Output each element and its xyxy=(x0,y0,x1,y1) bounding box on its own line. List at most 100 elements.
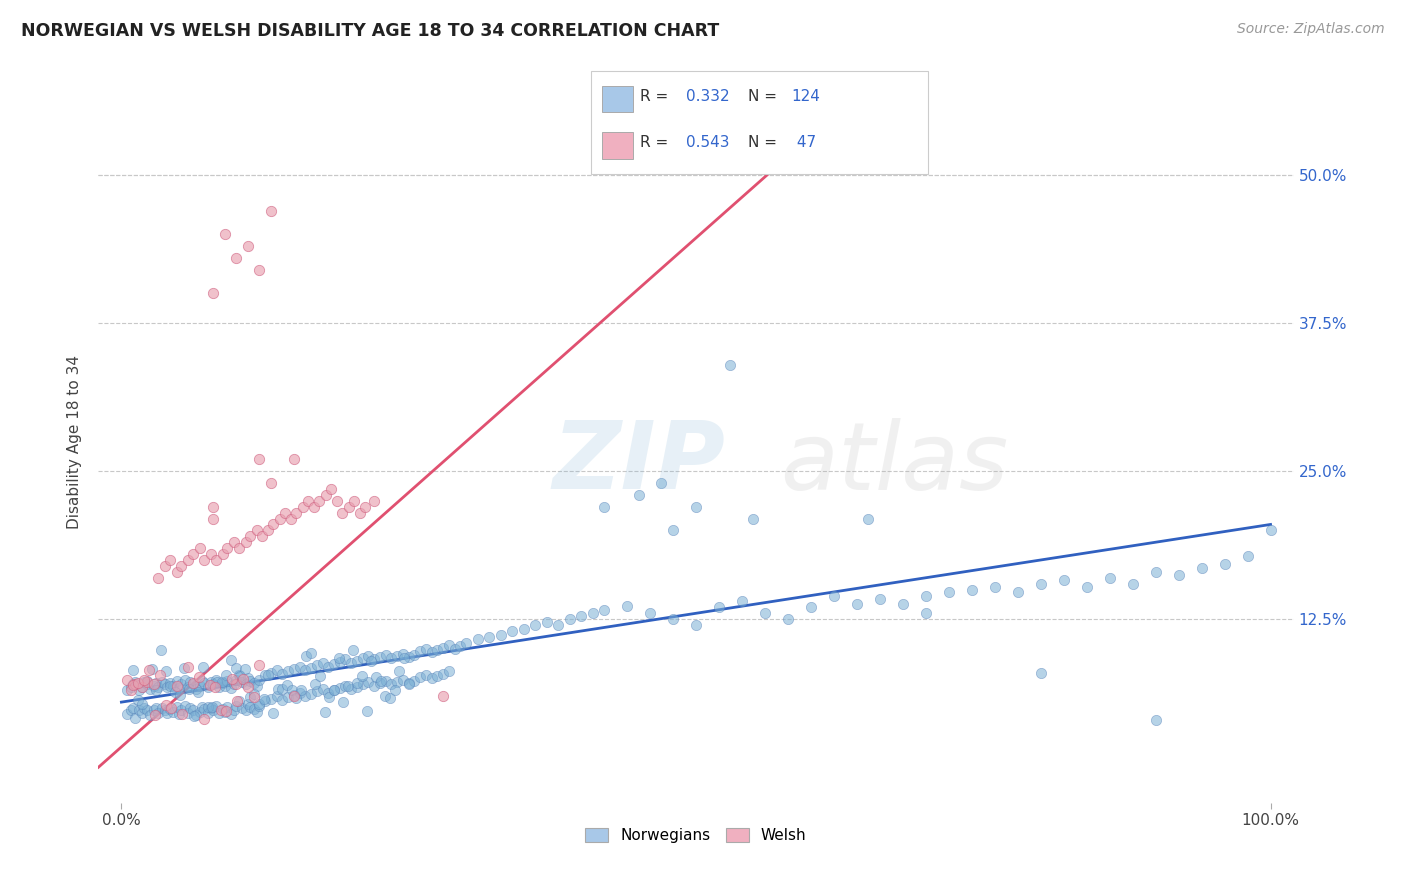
Point xyxy=(288,686,311,700)
Point xyxy=(335,652,357,666)
Point xyxy=(266,663,288,677)
Point xyxy=(360,654,382,668)
Point xyxy=(225,677,247,691)
Point xyxy=(315,488,337,502)
Point xyxy=(236,239,259,253)
Point xyxy=(1122,576,1144,591)
Point xyxy=(277,665,299,679)
Point xyxy=(731,594,754,608)
Point xyxy=(277,690,299,705)
Point xyxy=(188,705,211,719)
Legend: Norwegians, Welsh: Norwegians, Welsh xyxy=(579,822,813,849)
Point xyxy=(299,661,322,675)
Point xyxy=(177,681,200,696)
Point xyxy=(581,607,603,621)
Point xyxy=(214,227,236,242)
Point xyxy=(236,698,259,712)
Point xyxy=(404,648,426,662)
Point xyxy=(183,708,205,723)
Point xyxy=(336,679,359,693)
Point xyxy=(318,690,340,705)
Point xyxy=(215,668,238,682)
Point xyxy=(456,636,478,650)
Point xyxy=(384,683,406,698)
Point xyxy=(247,262,270,277)
Point xyxy=(754,607,776,621)
Point xyxy=(1213,557,1236,571)
Point xyxy=(707,600,730,615)
Point xyxy=(420,672,443,686)
Point xyxy=(356,704,378,718)
Point xyxy=(172,707,194,722)
Point xyxy=(202,703,225,717)
Point xyxy=(254,668,277,682)
Point xyxy=(257,668,280,682)
Point xyxy=(326,493,349,508)
Point xyxy=(145,682,167,697)
Point xyxy=(122,664,145,678)
Point xyxy=(219,706,242,721)
Point xyxy=(352,677,374,691)
Point xyxy=(257,524,280,538)
Point xyxy=(115,683,138,698)
Point xyxy=(149,667,172,681)
Point xyxy=(167,706,190,721)
Point xyxy=(283,688,305,702)
Point xyxy=(191,673,214,688)
Point xyxy=(115,673,138,688)
Point xyxy=(221,672,243,686)
Point xyxy=(204,673,226,687)
Point xyxy=(332,695,354,709)
Point xyxy=(127,692,149,706)
Point xyxy=(153,677,176,691)
Point xyxy=(228,694,250,708)
Point xyxy=(363,493,385,508)
Point xyxy=(235,677,257,691)
Point xyxy=(200,701,222,715)
Point xyxy=(148,571,170,585)
Point xyxy=(845,597,868,611)
Point xyxy=(226,694,249,708)
Point xyxy=(627,488,650,502)
Text: 47: 47 xyxy=(792,136,815,150)
Point xyxy=(304,677,326,691)
Point xyxy=(260,691,283,706)
Point xyxy=(299,687,322,701)
Point xyxy=(202,677,225,691)
Point xyxy=(155,698,177,713)
Point xyxy=(231,675,253,690)
Point xyxy=(181,547,204,561)
Point xyxy=(219,681,242,695)
Point xyxy=(200,675,222,690)
Point xyxy=(204,698,226,713)
Point xyxy=(662,524,685,538)
Point xyxy=(398,650,420,665)
Point xyxy=(191,660,214,674)
Point xyxy=(260,475,283,490)
Point xyxy=(432,666,454,681)
Point xyxy=(122,677,145,691)
Point xyxy=(124,675,146,690)
Point xyxy=(385,648,409,663)
Point xyxy=(354,500,377,514)
Point xyxy=(283,452,305,467)
Point xyxy=(120,683,142,698)
Point xyxy=(685,500,707,514)
Point xyxy=(254,694,277,708)
Point xyxy=(173,673,195,687)
Point xyxy=(662,612,685,626)
Point xyxy=(242,702,264,716)
Point xyxy=(173,661,195,675)
Point xyxy=(276,678,298,692)
Point xyxy=(135,677,157,691)
Point xyxy=(247,673,270,687)
Point xyxy=(208,706,231,720)
Point xyxy=(363,652,385,666)
Point xyxy=(285,506,308,520)
Point xyxy=(179,675,201,690)
Point xyxy=(616,599,638,614)
Text: R =: R = xyxy=(640,136,673,150)
Point xyxy=(217,541,239,556)
Point xyxy=(208,680,231,694)
Text: R =: R = xyxy=(640,89,673,103)
